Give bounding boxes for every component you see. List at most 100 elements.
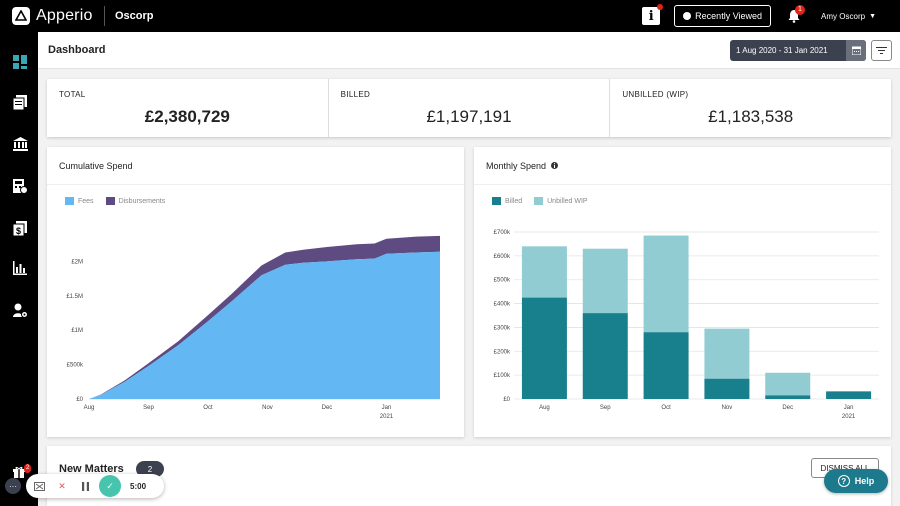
x-tick-label: Nov	[262, 405, 273, 411]
kpi-billed: BILLED £1,197,191	[329, 79, 611, 137]
card-title: Cumulative Spend	[59, 161, 133, 171]
y-tick-label: £1.5M	[66, 294, 83, 300]
screen-recorder-bar: ✕ ✓ 5:00	[26, 474, 164, 498]
chart-legend: Billed Unbilled WIP	[492, 197, 600, 205]
invoice-calculator-icon[interactable]	[12, 178, 28, 194]
info-alert-dot	[657, 4, 664, 10]
filter-button[interactable]	[871, 40, 892, 61]
help-icon: ?	[837, 475, 850, 487]
cumulative-spend-chart: £0 £500k £1M £1.5M £2M Aug Sep Oct Nov Dec Jan 2021	[66, 235, 440, 420]
legend-swatch	[492, 197, 501, 205]
y-tick-label: £400k	[494, 302, 511, 308]
kpi-label: BILLED	[340, 90, 371, 99]
filter-icon-line	[880, 53, 883, 54]
user-menu[interactable]: Amy Oscorp ▼	[821, 12, 876, 21]
camera-off-icon[interactable]	[30, 477, 48, 495]
sidebar: $	[0, 32, 38, 506]
series-area-fees	[89, 251, 440, 399]
user-name: Amy Oscorp	[821, 11, 866, 21]
finish-recording-check-icon[interactable]: ✓	[99, 475, 121, 497]
gift-icon[interactable]	[13, 466, 25, 478]
kpi-value: £2,380,729	[144, 107, 230, 126]
kpi-total: TOTAL £2,380,729	[47, 79, 329, 137]
budget-icon[interactable]: $	[12, 220, 28, 236]
y-tick-label: £600k	[494, 254, 511, 260]
filter-icon-line	[878, 50, 885, 51]
x-tick-label: Aug	[84, 405, 95, 411]
legend-item-disbursements[interactable]: Disbursements	[105, 197, 165, 205]
x-tick-label: Oct	[661, 405, 671, 411]
kpi-summary-card: TOTAL £2,380,729 BILLED £1,197,191 UNBIL…	[47, 79, 891, 137]
card-title: Monthly Spend	[486, 161, 547, 171]
dashboard-icon[interactable]	[12, 54, 28, 70]
bar-unbilled-wip	[765, 372, 811, 396]
info-icon: i	[648, 8, 654, 24]
date-range-picker[interactable]: 1 Aug 2020 - 31 Jan 2021	[730, 40, 866, 61]
more-options-icon[interactable]: ···	[5, 478, 21, 494]
divider	[104, 6, 105, 26]
kpi-value: £1,197,191	[426, 107, 512, 126]
legend-item-unbilled-wip[interactable]: Unbilled WIP	[534, 197, 588, 205]
recently-viewed-button[interactable]: Recently Viewed	[674, 5, 772, 27]
svg-text:$: $	[16, 226, 21, 236]
bar-billed	[704, 378, 750, 399]
x-tick-sublabel: 2021	[380, 414, 394, 420]
info-icon[interactable]	[551, 162, 558, 169]
reports-chart-icon[interactable]	[12, 260, 28, 276]
recording-timer: 5:00	[130, 481, 147, 491]
help-button[interactable]: ? Help	[824, 469, 888, 493]
x-tick-label: Oct	[203, 405, 213, 411]
legend-label: Fees	[78, 197, 94, 205]
bank-icon[interactable]	[12, 136, 28, 152]
page-title: Dashboard	[48, 44, 106, 56]
kpi-label: TOTAL	[59, 90, 86, 99]
x-tick-label: Jan	[382, 405, 392, 411]
y-tick-label: £200k	[494, 349, 511, 355]
x-tick-sublabel: 2021	[842, 414, 856, 420]
dashboard-header: Dashboard 1 Aug 2020 - 31 Jan 2021	[38, 32, 900, 69]
app-name: Apperio	[36, 7, 93, 24]
x-tick-label: Nov	[722, 405, 733, 411]
help-label: Help	[854, 476, 875, 486]
filter-icon	[876, 47, 887, 48]
notification-count-badge: 1	[795, 5, 805, 15]
section-title: New Matters	[59, 463, 124, 475]
monthly-spend-chart: £0 £100k £200k £300k £400k £500k £600k £700k Aug…	[494, 230, 879, 420]
x-tick-label: Jan	[844, 405, 854, 411]
user-settings-icon[interactable]	[12, 302, 28, 318]
recently-viewed-label: Recently Viewed	[695, 11, 763, 21]
legend-item-fees[interactable]: Fees	[65, 197, 94, 205]
monthly-spend-card: Monthly Spend Billed Unbilled WIP £0 £100…	[474, 147, 891, 437]
y-tick-label: £700k	[494, 230, 511, 236]
x-tick-label: Dec	[782, 405, 793, 411]
cancel-recording-icon[interactable]: ✕	[58, 480, 66, 491]
legend-label: Unbilled WIP	[547, 197, 588, 205]
bar-billed	[582, 313, 628, 399]
notifications-button[interactable]: 1	[787, 5, 805, 23]
new-matters-card: New Matters 2 DISMISS ALL	[47, 446, 891, 506]
pause-icon[interactable]	[76, 477, 94, 495]
bar-unbilled-wip	[582, 248, 628, 314]
apperio-logo[interactable]: Apperio	[12, 7, 104, 25]
date-range-value: 1 Aug 2020 - 31 Jan 2021	[736, 46, 828, 55]
legend-item-billed[interactable]: Billed	[492, 197, 522, 205]
divider	[474, 184, 891, 185]
org-name: Oscorp	[115, 10, 154, 22]
bar-billed	[765, 395, 811, 399]
bar-unbilled-wip	[521, 246, 567, 298]
logo-mark-icon	[12, 7, 30, 25]
y-tick-label: £500k	[494, 278, 511, 284]
chart-legend: Fees Disbursements	[65, 197, 177, 205]
legend-swatch	[534, 197, 544, 205]
bar-billed	[521, 297, 567, 399]
y-tick-label: £2M	[71, 259, 83, 265]
series-area-disbursements	[89, 235, 440, 399]
info-button[interactable]: i	[642, 4, 664, 25]
calendar-icon[interactable]	[846, 40, 866, 61]
kpi-value: £1,183,538	[708, 107, 794, 126]
matters-icon[interactable]	[12, 94, 28, 110]
y-tick-label: £100k	[494, 373, 511, 379]
y-tick-label: £0	[76, 397, 83, 403]
matters-count-badge: 2	[136, 461, 164, 477]
top-bar: Apperio Oscorp i Recently Viewed 1 Amy O…	[0, 0, 900, 32]
